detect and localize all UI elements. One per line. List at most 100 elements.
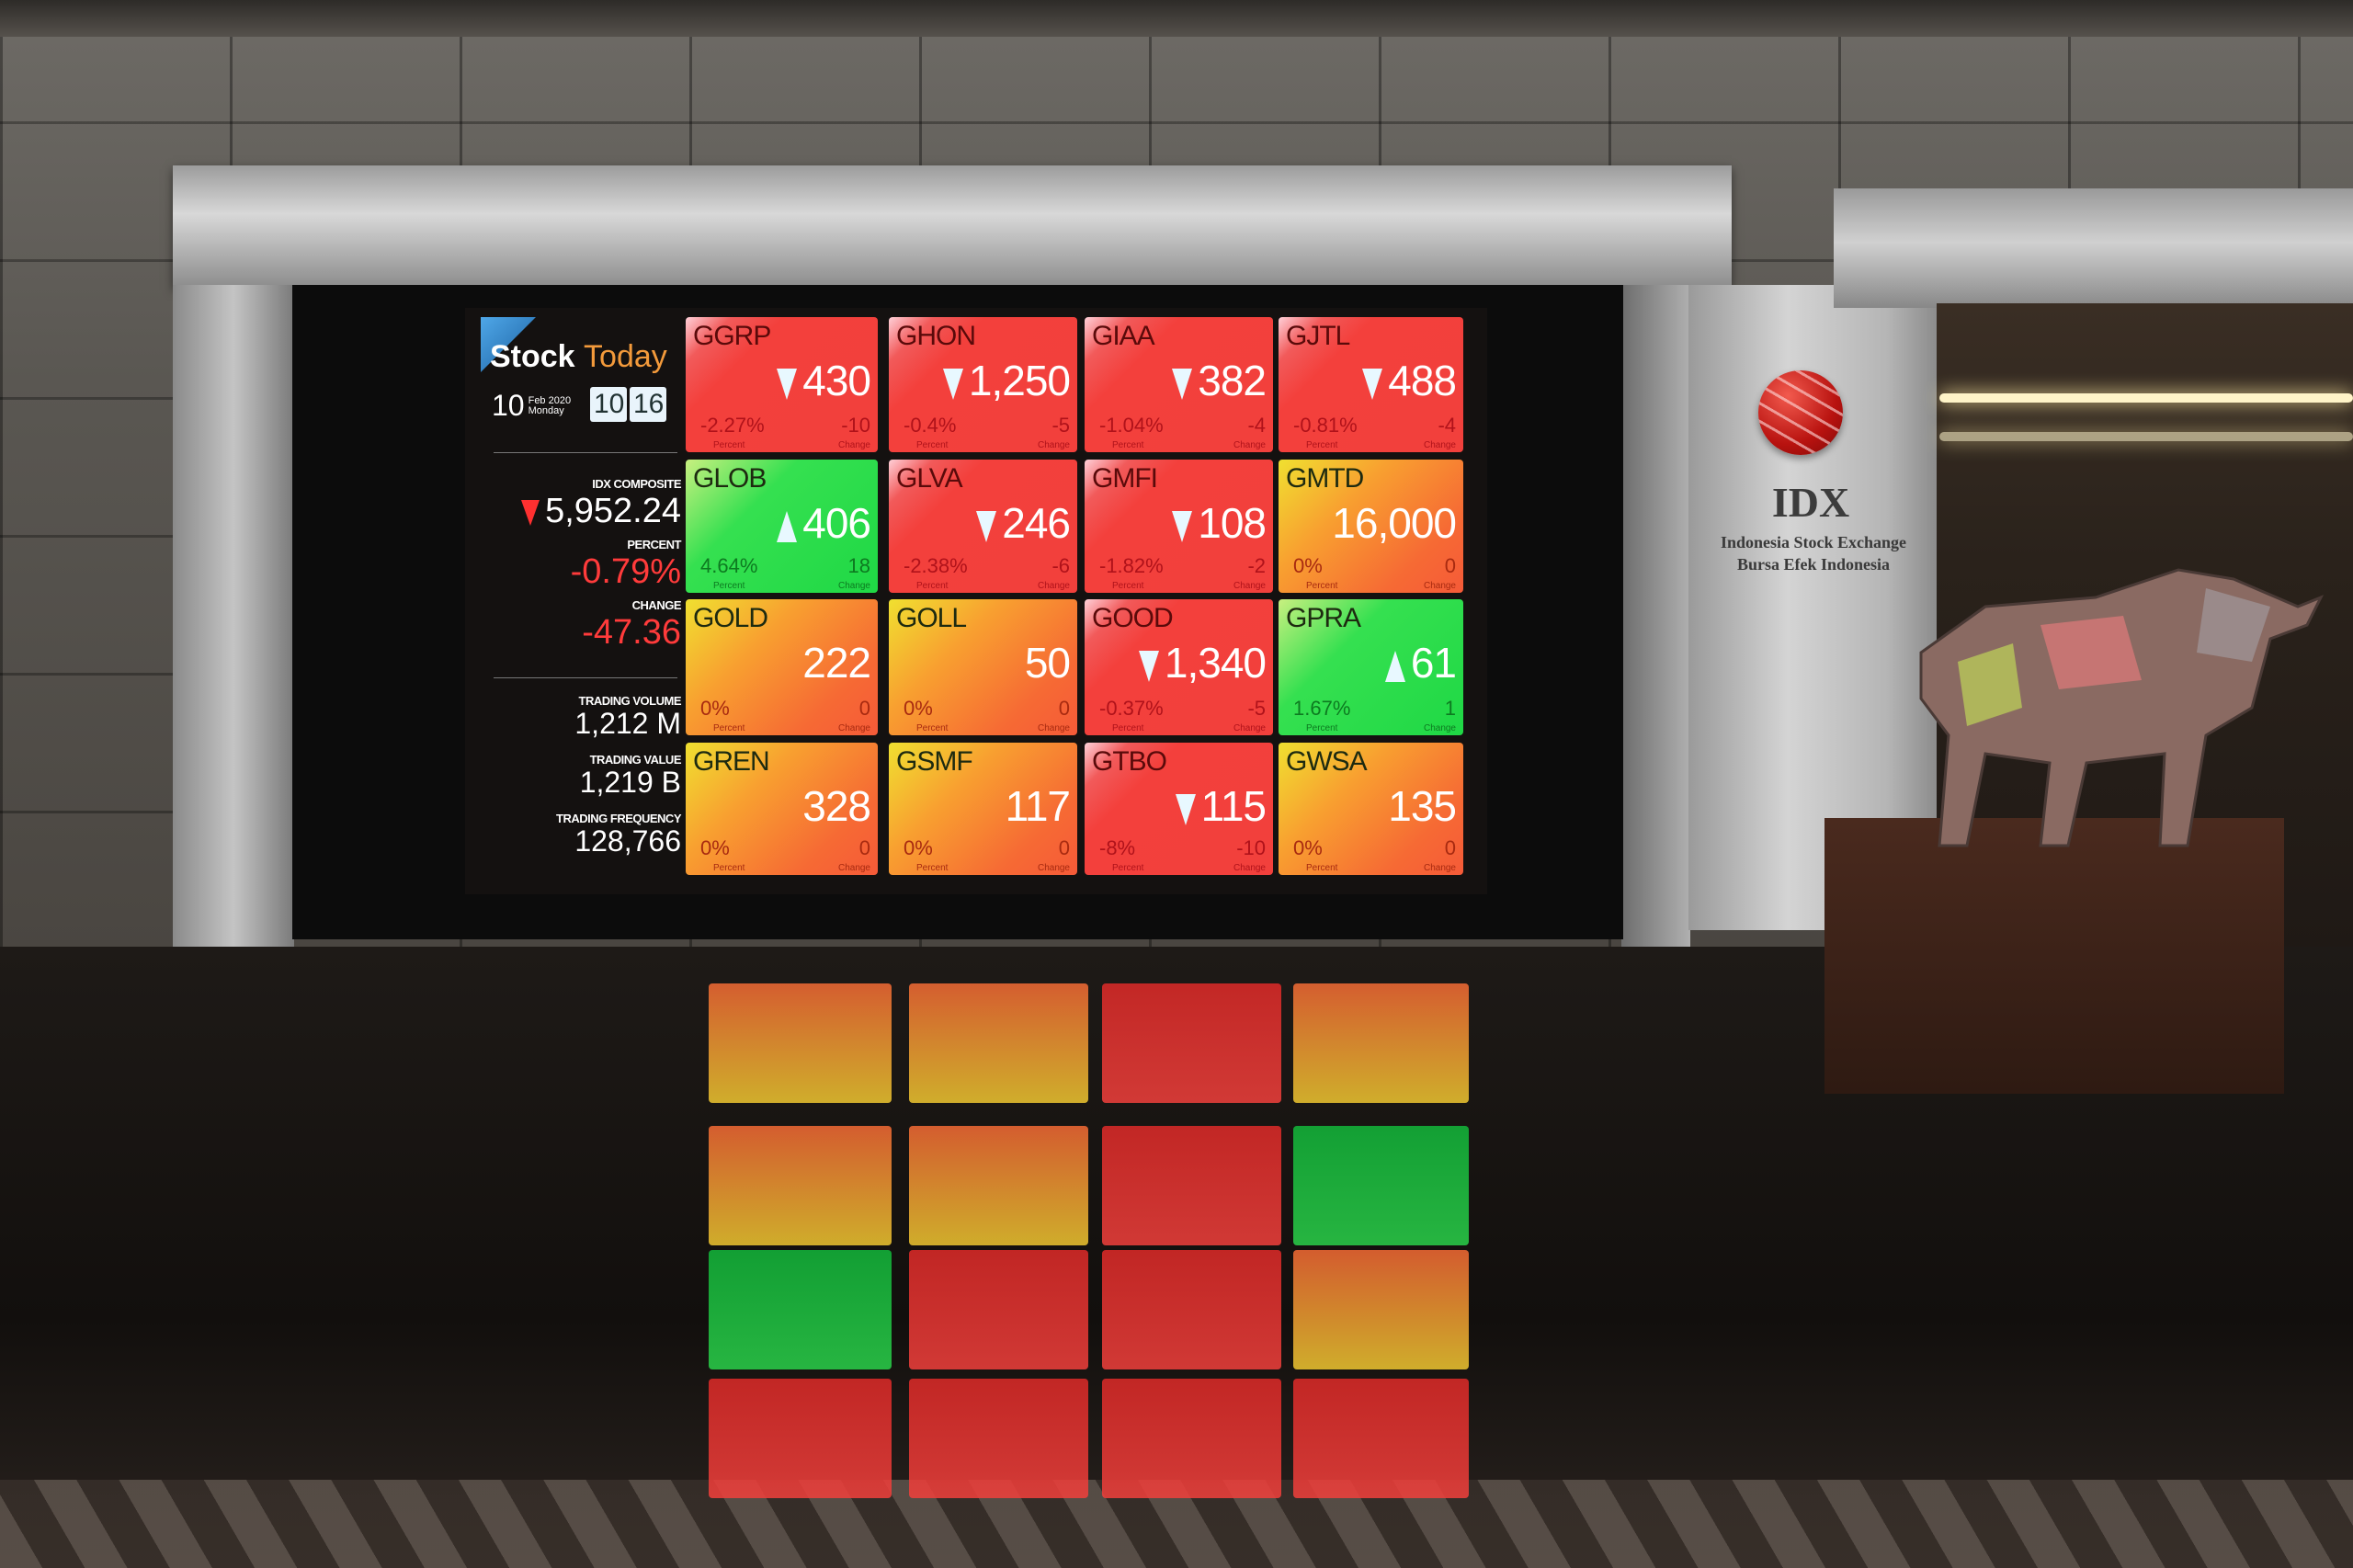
steel-frame-top: [173, 165, 1732, 287]
divider: [494, 677, 677, 678]
change-label: Change: [1423, 863, 1456, 873]
percent-change: -0.37%: [1099, 697, 1164, 720]
percent-label: PERCENT: [627, 538, 681, 551]
ticker-code: GSMF: [896, 746, 973, 777]
percent-label: Percent: [713, 723, 745, 733]
percent-label: Percent: [916, 863, 949, 873]
absolute-change: -4: [1247, 414, 1266, 437]
change-label: Change: [1037, 440, 1070, 450]
reflection-tile: [909, 1126, 1088, 1245]
change-label: Change: [1233, 863, 1266, 873]
change-label: Change: [1233, 440, 1266, 450]
percent-label: Percent: [1112, 440, 1144, 450]
percent-change: 0%: [700, 697, 730, 720]
index-label: IDX COMPOSITE: [592, 477, 681, 491]
change-label: Change: [1233, 723, 1266, 733]
index-change: -47.36: [582, 613, 681, 652]
stock-tile: GMFI 108 -1.82% -2 Percent Change: [1085, 460, 1273, 593]
sign-line-1: Indonesia Stock Exchange: [1720, 533, 1907, 551]
stock-tile: GMTD 16,000 0% 0 Percent Change: [1279, 460, 1463, 593]
stock-tile: GOLL 50 0% 0 Percent Change: [889, 599, 1077, 735]
absolute-change: 1: [1444, 697, 1456, 720]
price-row: 246: [976, 498, 1071, 548]
steel-frame-lobby: [1834, 188, 2353, 308]
percent-label: Percent: [713, 581, 745, 591]
date-month-year: Feb 2020: [528, 394, 572, 406]
ticker-code: GWSA: [1286, 746, 1368, 777]
percent-label: Percent: [713, 863, 745, 873]
price: 488: [1388, 357, 1457, 404]
percent-label: Percent: [1112, 863, 1144, 873]
ticker-code: GPRA: [1286, 603, 1361, 633]
volume-label: TRADING VOLUME: [578, 694, 682, 708]
change-label: Change: [837, 723, 870, 733]
percent-change: 0%: [700, 836, 730, 859]
ticker-code: GLVA: [896, 463, 963, 494]
stock-tile: GGRP 430 -2.27% -10 Percent Change: [686, 317, 878, 452]
sign-line-2: Bursa Efek Indonesia: [1736, 555, 1891, 574]
price-row: 61: [1384, 638, 1457, 687]
change-label: Change: [1423, 723, 1456, 733]
steel-frame-left: [173, 285, 294, 947]
stock-tile: GTBO 115 -8% -10 Percent Change: [1085, 743, 1273, 875]
percent-label: Percent: [1306, 863, 1338, 873]
brand-today: Today: [584, 339, 667, 374]
percent-label: Percent: [1112, 723, 1144, 733]
reflection-tile: [709, 1250, 892, 1369]
percent-label: Percent: [1306, 440, 1338, 450]
reflection-tile: [1293, 983, 1469, 1103]
percent-change: -1.04%: [1099, 414, 1164, 437]
trading-volume: 1,212 M: [574, 707, 681, 740]
index-value: 5,952.24: [545, 492, 681, 530]
absolute-change: 18: [847, 554, 870, 577]
reflection-tile: [909, 983, 1088, 1103]
clock-minute: 16: [630, 387, 666, 422]
stock-tile: GLOB 406 4.64% 18 Percent Change: [686, 460, 878, 593]
ticker-code: GGRP: [693, 321, 771, 351]
percent-change: 0%: [904, 697, 933, 720]
price-row: 328: [802, 781, 871, 831]
percent-change: -2.38%: [904, 554, 968, 577]
change-label: Change: [1037, 723, 1070, 733]
down-triangle-icon: [1138, 650, 1159, 682]
bull-statue: [1919, 568, 2325, 847]
trading-frequency: 128,766: [574, 824, 681, 858]
price-row: 115: [1175, 781, 1267, 831]
brand-stock: Stock: [490, 339, 575, 374]
up-triangle-icon: [777, 510, 798, 542]
percent-label: Percent: [916, 581, 949, 591]
change-label: CHANGE: [631, 598, 682, 612]
percent-change: -0.4%: [904, 414, 957, 437]
ticker-code: GOOD: [1092, 603, 1174, 633]
ticker-code: GMFI: [1092, 463, 1158, 494]
percent-change: 0%: [1293, 554, 1323, 577]
price: 16,000: [1332, 499, 1457, 547]
stock-tile: GOLD 222 0% 0 Percent Change: [686, 599, 878, 735]
price-row: 16,000: [1332, 498, 1457, 548]
absolute-change: -2: [1247, 554, 1266, 577]
price: 115: [1200, 782, 1267, 830]
price-row: 406: [777, 498, 871, 548]
change-label: Change: [837, 581, 870, 591]
percent-label: Percent: [713, 440, 745, 450]
divider: [494, 452, 677, 453]
absolute-change: -5: [1247, 697, 1266, 720]
price: 382: [1198, 357, 1267, 404]
ticker-code: GTBO: [1092, 746, 1167, 777]
absolute-change: -10: [841, 414, 870, 437]
price-row: 382: [1172, 356, 1267, 405]
stock-tile: GSMF 117 0% 0 Percent Change: [889, 743, 1077, 875]
ticker-code: GREN: [693, 746, 770, 777]
ceiling-light: [1939, 393, 2353, 403]
price: 222: [802, 639, 871, 687]
value-label: TRADING VALUE: [589, 753, 682, 767]
percent-label: Percent: [916, 723, 949, 733]
absolute-change: -10: [1236, 836, 1266, 859]
idx-globe-logo: [1758, 370, 1843, 455]
reflection-tile: [1102, 1126, 1281, 1245]
down-triangle-icon: [1362, 368, 1383, 400]
statue-pedestal: [1824, 818, 2284, 1094]
down-triangle-icon: [1172, 510, 1193, 542]
up-triangle-icon: [1384, 650, 1405, 682]
ticker-code: GLOB: [693, 463, 767, 494]
